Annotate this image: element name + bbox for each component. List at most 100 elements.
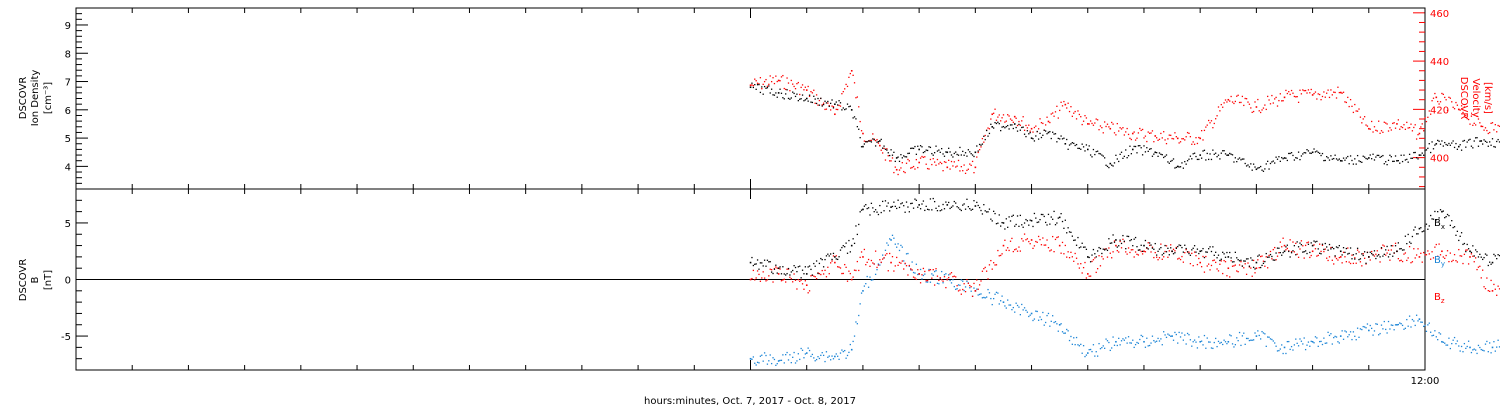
density-point-point — [1065, 143, 1067, 145]
by-point-sample — [796, 360, 797, 361]
magnetic-field-axis: -505 — [61, 189, 88, 370]
velocity-point-sample — [815, 103, 816, 104]
bx-point-sample — [1082, 243, 1083, 244]
density-point-sample — [1375, 156, 1376, 157]
velocity-point-sample — [1082, 124, 1083, 125]
density-point-sample — [1090, 154, 1091, 155]
by-point-sample — [927, 281, 928, 282]
by-point-sample — [920, 269, 921, 270]
bx-point-sample — [1264, 261, 1265, 262]
by-point-point — [1143, 341, 1145, 343]
velocity-point-sample — [917, 167, 918, 168]
density-point-sample — [972, 154, 973, 155]
by-point-sample — [992, 304, 993, 305]
by-point-sample — [861, 292, 862, 293]
by-point-sample — [1239, 332, 1240, 333]
velocity-point-sample — [1332, 94, 1333, 95]
bz-point-sample — [1122, 239, 1123, 240]
bz-point-sample — [1101, 256, 1102, 257]
by-point-sample — [954, 286, 955, 287]
by-point-sample — [1392, 325, 1393, 326]
bx-point-sample — [1089, 257, 1090, 258]
bx-point-sample — [1021, 224, 1022, 225]
density-point-sample — [805, 99, 806, 100]
density-point-sample — [1153, 154, 1154, 155]
density-point-sample — [1003, 126, 1004, 127]
density-point-sample — [1021, 127, 1022, 128]
by-point-sample — [815, 360, 816, 361]
bx-point-sample — [879, 205, 880, 206]
velocity-point-sample — [753, 85, 754, 86]
density-point-sample — [1243, 158, 1244, 159]
density-point-sample — [1465, 147, 1466, 148]
bx-point-sample — [1186, 248, 1187, 249]
velocity-point-sample — [1349, 106, 1350, 107]
bx-point-sample — [1490, 264, 1491, 265]
density-point-sample — [841, 109, 842, 110]
velocity-point-point — [1435, 97, 1437, 99]
density-point-sample — [949, 151, 950, 152]
bx-point-point — [862, 209, 864, 211]
velocity-point-point — [991, 113, 993, 115]
bz-point-sample — [878, 264, 879, 265]
bx-point-sample — [1476, 251, 1477, 252]
velocity-point-sample — [1167, 138, 1168, 139]
bz-point-sample — [1260, 256, 1261, 257]
velocity-point-sample — [911, 167, 912, 168]
density-point-sample — [1360, 161, 1361, 162]
bx-point-sample — [1114, 242, 1115, 243]
density-point-sample — [1326, 156, 1327, 157]
bx-point-sample — [1392, 256, 1393, 257]
bx-point-sample — [1426, 224, 1427, 225]
velocity-point-sample — [979, 149, 980, 150]
velocity-point-point — [1048, 121, 1050, 123]
bz-point-sample — [1069, 257, 1070, 258]
by-point-sample — [1288, 341, 1289, 342]
density-point-sample — [1086, 144, 1087, 145]
density-point-sample — [874, 139, 875, 140]
bx-point-sample — [924, 210, 925, 211]
velocity-point-sample — [1365, 124, 1366, 125]
velocity-point-sample — [875, 140, 876, 141]
bz-point-sample — [1233, 265, 1234, 266]
velocity-point-sample — [927, 168, 928, 169]
density-point-sample — [869, 141, 870, 142]
bz-point-sample — [1356, 263, 1357, 264]
density-point-sample — [785, 93, 786, 94]
bz-point-sample — [1008, 250, 1009, 251]
bx-point-sample — [850, 251, 851, 252]
bz-point-sample — [1188, 252, 1189, 253]
bx-point-sample — [1402, 249, 1403, 250]
by-point-sample — [1423, 326, 1424, 327]
bz-point-sample — [1032, 248, 1033, 249]
bx-point-sample — [1212, 246, 1213, 247]
by-point-sample — [1426, 331, 1427, 332]
bz-point-sample — [1164, 251, 1165, 252]
velocity-point-sample — [1121, 128, 1122, 129]
by-point-sample — [1066, 329, 1067, 330]
by-point-sample — [1108, 342, 1109, 343]
by-point-sample — [824, 361, 825, 362]
density-point-sample — [1405, 159, 1406, 160]
bx-point-sample — [1020, 215, 1021, 216]
velocity-point-sample — [791, 80, 792, 81]
bz-point-sample — [1326, 258, 1327, 259]
by-point-sample — [1136, 342, 1137, 343]
density-point-sample — [1159, 152, 1160, 153]
velocity-point-sample — [883, 148, 884, 149]
by-point-sample — [1457, 340, 1458, 341]
velocity-point-sample — [764, 81, 765, 82]
density-point-sample — [1443, 145, 1444, 146]
by-point-sample — [754, 363, 755, 364]
bz-point-sample — [879, 259, 880, 260]
density-point-sample — [761, 86, 762, 87]
bz-point-sample — [1094, 257, 1095, 258]
velocity-point-sample — [909, 160, 910, 161]
by-point-sample — [1431, 335, 1432, 336]
density-point-point — [1368, 157, 1370, 159]
bz-point-sample — [969, 285, 970, 286]
density-point-sample — [858, 129, 859, 130]
bx-point-sample — [983, 204, 984, 205]
bx-point-sample — [1268, 256, 1269, 257]
by-point-sample — [1313, 342, 1314, 343]
